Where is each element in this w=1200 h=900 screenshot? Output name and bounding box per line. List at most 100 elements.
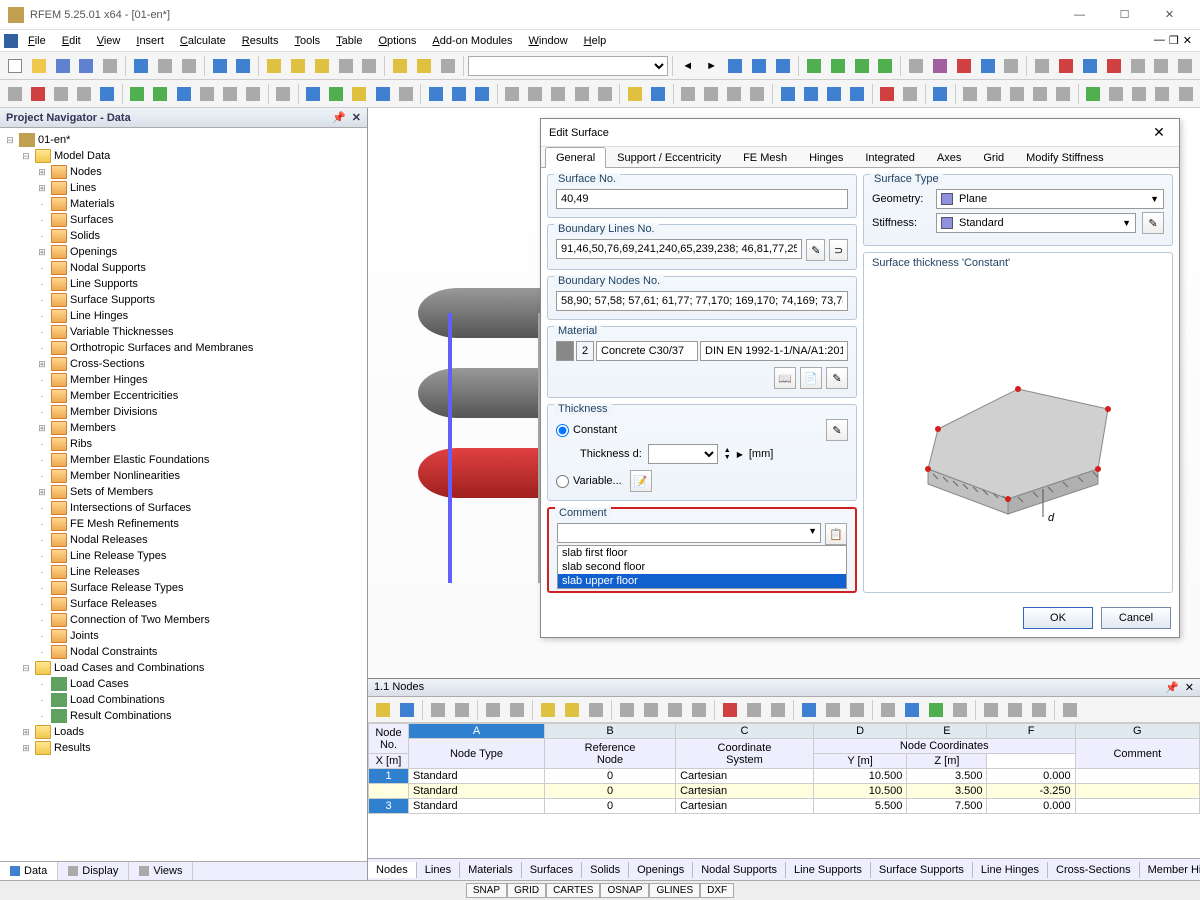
- tree-item[interactable]: ⊞Openings: [0, 244, 367, 260]
- menu-insert[interactable]: Insert: [128, 33, 172, 49]
- toolbar-btn-ab[interactable]: [1127, 55, 1149, 77]
- tb2-f[interactable]: [127, 83, 148, 105]
- status-cartes[interactable]: CARTES: [546, 883, 600, 898]
- table-tab-materials[interactable]: Materials: [460, 862, 522, 878]
- table-tab-openings[interactable]: Openings: [629, 862, 693, 878]
- menu-results[interactable]: Results: [234, 33, 287, 49]
- print-button[interactable]: [99, 55, 121, 77]
- tree-root[interactable]: 01-en*: [38, 134, 70, 146]
- table-row[interactable]: 2Standard0Cartesian10.5003.500-3.250: [369, 784, 1200, 799]
- tree[interactable]: ⊟ 01-en* ⊟ Model Data ⊞Nodes⊞Lines·Mater…: [0, 128, 367, 861]
- tbl-btn-8[interactable]: [561, 699, 583, 721]
- menu-tools[interactable]: Tools: [286, 33, 328, 49]
- tb2-aq[interactable]: [1052, 83, 1073, 105]
- cancel-button[interactable]: Cancel: [1101, 607, 1171, 629]
- tbl-btn-2[interactable]: [396, 699, 418, 721]
- boundary-lines-input[interactable]: [556, 239, 802, 259]
- saveall-button[interactable]: [75, 55, 97, 77]
- table-pin-icon[interactable]: 📌: [1165, 681, 1179, 694]
- tb2-l[interactable]: [272, 83, 293, 105]
- toolbar-btn-j[interactable]: [413, 55, 435, 77]
- status-glines[interactable]: GLINES: [649, 883, 700, 898]
- tb2-d[interactable]: [73, 83, 94, 105]
- menu-view[interactable]: View: [89, 33, 129, 49]
- toggle-lines-button[interactable]: ⊃: [829, 239, 848, 261]
- tbl-btn-7[interactable]: [537, 699, 559, 721]
- tree-item[interactable]: ·Nodal Constraints: [0, 644, 367, 660]
- table-tab-surfaces[interactable]: Surfaces: [522, 862, 582, 878]
- toolbar-btn-m[interactable]: [748, 55, 770, 77]
- tree-modeldata[interactable]: Model Data: [54, 150, 110, 162]
- tbl-btn-9[interactable]: [585, 699, 607, 721]
- tb2-ak[interactable]: [900, 83, 921, 105]
- nav-right-button[interactable]: ►: [701, 55, 723, 77]
- stiffness-edit-button[interactable]: ✎: [1142, 212, 1164, 234]
- tb2-h[interactable]: [173, 83, 194, 105]
- surface-no-input[interactable]: [556, 189, 848, 209]
- toolbar-btn-b[interactable]: [154, 55, 176, 77]
- tbl-btn-5[interactable]: [482, 699, 504, 721]
- tree-item[interactable]: ·Member Nonlinearities: [0, 468, 367, 484]
- toolbar-btn-w[interactable]: [1001, 55, 1023, 77]
- tbl-btn-22[interactable]: [925, 699, 947, 721]
- tb2-o[interactable]: [349, 83, 370, 105]
- tbl-btn-3[interactable]: [427, 699, 449, 721]
- tb2-v[interactable]: [525, 83, 546, 105]
- tb2-a[interactable]: [4, 83, 25, 105]
- tb2-t[interactable]: [471, 83, 492, 105]
- tb2-x[interactable]: [571, 83, 592, 105]
- tree-item[interactable]: ·Line Releases: [0, 564, 367, 580]
- tree-item[interactable]: ·Ribs: [0, 436, 367, 452]
- tbl-btn-23[interactable]: [949, 699, 971, 721]
- dialog-close-button[interactable]: ✕: [1147, 121, 1171, 145]
- toolbar-btn-h[interactable]: [359, 55, 381, 77]
- col-B[interactable]: B: [545, 724, 676, 739]
- tbl-btn-21[interactable]: [901, 699, 923, 721]
- tbl-btn-1[interactable]: [372, 699, 394, 721]
- status-snap[interactable]: SNAP: [466, 883, 507, 898]
- material-std[interactable]: [700, 341, 848, 361]
- toolbar-btn-ad[interactable]: [1174, 55, 1196, 77]
- boundary-nodes-input[interactable]: [556, 291, 848, 311]
- ok-button[interactable]: OK: [1023, 607, 1093, 629]
- tree-item[interactable]: ·Line Release Types: [0, 548, 367, 564]
- col-G[interactable]: G: [1075, 724, 1199, 739]
- tb2-aj[interactable]: [877, 83, 898, 105]
- tb2-g[interactable]: [150, 83, 171, 105]
- nav-left-button[interactable]: ◄: [677, 55, 699, 77]
- tbl-btn-27[interactable]: [1059, 699, 1081, 721]
- toolbar-btn-ac[interactable]: [1151, 55, 1173, 77]
- dialog-tab-modify-stiffness[interactable]: Modify Stiffness: [1015, 147, 1114, 168]
- menu-options[interactable]: Options: [370, 33, 424, 49]
- mdi-restore-icon[interactable]: ❐: [1169, 34, 1179, 47]
- tree-item[interactable]: ·Member Elastic Foundations: [0, 452, 367, 468]
- table-close-icon[interactable]: ✕: [1185, 681, 1194, 694]
- tb2-e[interactable]: [97, 83, 118, 105]
- tbl-btn-18[interactable]: [822, 699, 844, 721]
- tree-item[interactable]: ·Solids: [0, 228, 367, 244]
- toolbar-btn-i[interactable]: [389, 55, 411, 77]
- table-tab-member-hinges[interactable]: Member Hinges: [1140, 862, 1200, 878]
- tbl-btn-13[interactable]: [688, 699, 710, 721]
- toolbar-btn-a[interactable]: [130, 55, 152, 77]
- minimize-button[interactable]: —: [1057, 0, 1102, 30]
- tb2-p[interactable]: [372, 83, 393, 105]
- tbl-btn-19[interactable]: [846, 699, 868, 721]
- dialog-tab-support-eccentricity[interactable]: Support / Eccentricity: [606, 147, 732, 168]
- tb2-ah[interactable]: [823, 83, 844, 105]
- table-row[interactable]: 3Standard0Cartesian5.5007.5000.000: [369, 799, 1200, 814]
- comment-input[interactable]: [557, 523, 821, 543]
- tb2-ae[interactable]: [747, 83, 768, 105]
- table-tab-nodal-supports[interactable]: Nodal Supports: [693, 862, 786, 878]
- toolbar-combo[interactable]: [468, 56, 668, 76]
- toolbar-btn-p[interactable]: [827, 55, 849, 77]
- nav-tab-views[interactable]: Views: [129, 862, 193, 880]
- close-button[interactable]: ✕: [1147, 0, 1192, 30]
- tree-item[interactable]: ·Line Hinges: [0, 308, 367, 324]
- tb2-af[interactable]: [777, 83, 798, 105]
- toolbar-btn-l[interactable]: [724, 55, 746, 77]
- tree-item[interactable]: ·Nodal Supports: [0, 260, 367, 276]
- toolbar-btn-q[interactable]: [851, 55, 873, 77]
- undo-button[interactable]: [209, 55, 231, 77]
- toolbar-btn-u[interactable]: [953, 55, 975, 77]
